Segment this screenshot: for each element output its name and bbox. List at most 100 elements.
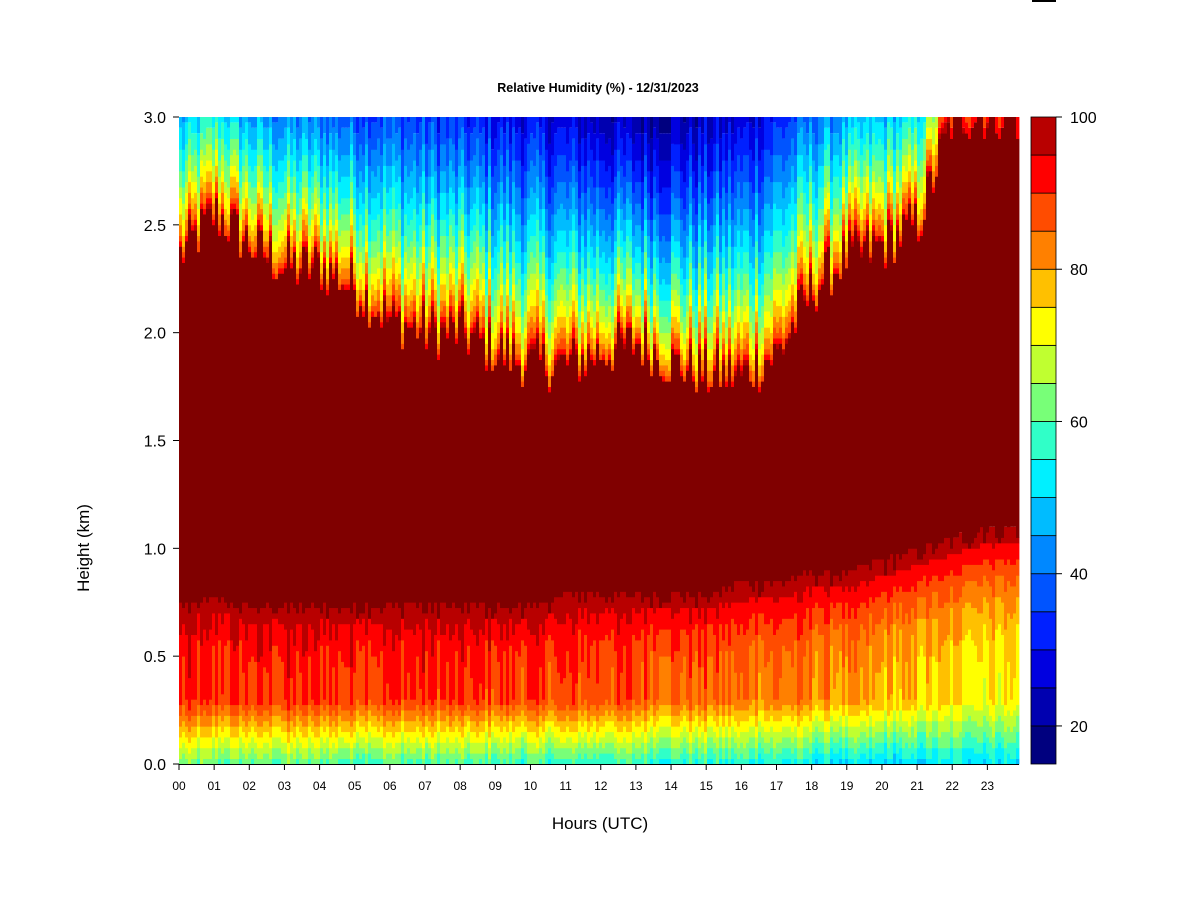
heatmap-cell bbox=[179, 634, 183, 706]
heatmap-cell bbox=[626, 235, 630, 253]
heatmap-cell bbox=[515, 214, 519, 242]
heatmap-cell bbox=[455, 726, 459, 738]
heatmap-cell bbox=[671, 715, 675, 727]
heatmap-cell bbox=[431, 715, 435, 727]
heatmap-cell bbox=[359, 214, 363, 231]
heatmap-cell bbox=[614, 219, 618, 242]
heatmap-cell bbox=[215, 704, 219, 716]
heatmap-cell bbox=[596, 208, 600, 231]
heatmap-cell bbox=[812, 117, 816, 134]
heatmap-cell bbox=[704, 623, 708, 689]
heatmap-cell bbox=[566, 359, 570, 366]
heatmap-cell bbox=[434, 720, 438, 733]
heatmap-cell bbox=[563, 348, 567, 355]
heatmap-cell bbox=[626, 219, 630, 237]
heatmap-cell bbox=[809, 262, 813, 269]
heatmap-cell bbox=[749, 586, 753, 598]
heatmap-cell bbox=[656, 332, 660, 344]
heatmap-cell bbox=[620, 246, 624, 263]
heatmap-cell bbox=[836, 273, 840, 576]
heatmap-cell bbox=[533, 634, 537, 700]
heatmap-cell bbox=[707, 704, 711, 716]
heatmap-cell bbox=[704, 289, 708, 307]
heatmap-cell bbox=[758, 386, 762, 393]
heatmap-cell bbox=[554, 338, 558, 350]
heatmap-cell bbox=[374, 623, 378, 657]
heatmap-cell bbox=[296, 170, 300, 193]
heatmap-cell bbox=[281, 117, 285, 139]
heatmap-cell bbox=[791, 187, 795, 215]
heatmap-cell bbox=[287, 203, 291, 215]
heatmap-cell bbox=[293, 230, 297, 242]
heatmap-cell bbox=[419, 122, 423, 150]
heatmap-cell bbox=[530, 273, 534, 290]
heatmap-cell bbox=[290, 267, 294, 603]
heatmap-cell bbox=[545, 602, 549, 619]
heatmap-cell bbox=[809, 230, 813, 247]
heatmap-cell bbox=[326, 294, 330, 619]
heatmap-cell bbox=[614, 327, 618, 334]
heatmap-cell bbox=[746, 230, 750, 253]
heatmap-cell bbox=[671, 235, 675, 253]
heatmap-cell bbox=[521, 133, 525, 166]
heatmap-cell bbox=[563, 591, 567, 625]
heatmap-cell bbox=[794, 747, 798, 760]
heatmap-cell bbox=[800, 241, 804, 258]
heatmap-cell bbox=[743, 758, 747, 765]
heatmap-cell bbox=[755, 354, 759, 582]
heatmap-cell bbox=[287, 214, 291, 226]
heatmap-cell bbox=[542, 731, 546, 743]
heatmap-cell bbox=[512, 731, 516, 743]
heatmap-cell bbox=[221, 208, 225, 215]
heatmap-cell bbox=[491, 348, 495, 361]
heatmap-cell bbox=[548, 176, 552, 204]
heatmap-cell bbox=[392, 257, 396, 274]
heatmap-cell bbox=[308, 737, 312, 749]
heatmap-cell bbox=[782, 338, 786, 350]
heatmap-cell bbox=[305, 117, 309, 139]
heatmap-cell bbox=[488, 726, 492, 738]
heatmap-cell bbox=[647, 321, 651, 334]
heatmap-cell bbox=[680, 267, 684, 285]
heatmap-cell bbox=[770, 737, 774, 749]
heatmap-cell bbox=[347, 758, 351, 765]
heatmap-cell bbox=[428, 742, 432, 749]
heatmap-cell bbox=[386, 742, 390, 754]
heatmap-cell bbox=[446, 289, 450, 307]
heatmap-cell bbox=[338, 160, 342, 183]
heatmap-cell bbox=[212, 214, 216, 220]
heatmap-cell bbox=[563, 208, 567, 231]
heatmap-cell bbox=[533, 742, 537, 754]
heatmap-cell bbox=[674, 117, 678, 145]
heatmap-cell bbox=[299, 720, 303, 733]
heatmap-cell bbox=[755, 726, 759, 738]
heatmap-cell bbox=[440, 753, 444, 765]
heatmap-cell bbox=[317, 715, 321, 727]
heatmap-cell bbox=[584, 602, 588, 609]
heatmap-cell bbox=[812, 300, 816, 576]
heatmap-cell bbox=[254, 149, 258, 166]
heatmap-cell bbox=[311, 251, 315, 258]
heatmap-cell bbox=[629, 720, 633, 733]
heatmap-cell bbox=[218, 726, 222, 738]
heatmap-cell bbox=[461, 747, 465, 760]
heatmap-cell bbox=[227, 224, 231, 231]
heatmap-cell bbox=[515, 758, 519, 765]
heatmap-cell bbox=[623, 591, 627, 614]
heatmap-cell bbox=[746, 710, 750, 722]
heatmap-cell bbox=[380, 747, 384, 760]
heatmap-cell bbox=[530, 343, 534, 350]
heatmap-cell bbox=[509, 720, 513, 733]
heatmap-cell bbox=[806, 284, 810, 296]
heatmap-cell bbox=[290, 720, 294, 733]
heatmap-cell bbox=[734, 602, 738, 625]
heatmap-cell bbox=[272, 224, 276, 242]
heatmap-cell bbox=[245, 154, 249, 172]
heatmap-cell bbox=[386, 305, 390, 312]
heatmap-cell bbox=[296, 758, 300, 765]
heatmap-cell bbox=[818, 699, 822, 711]
heatmap-cell bbox=[479, 742, 483, 754]
heatmap-cell bbox=[632, 596, 636, 609]
heatmap-cell bbox=[533, 602, 537, 635]
heatmap-cell bbox=[374, 704, 378, 716]
